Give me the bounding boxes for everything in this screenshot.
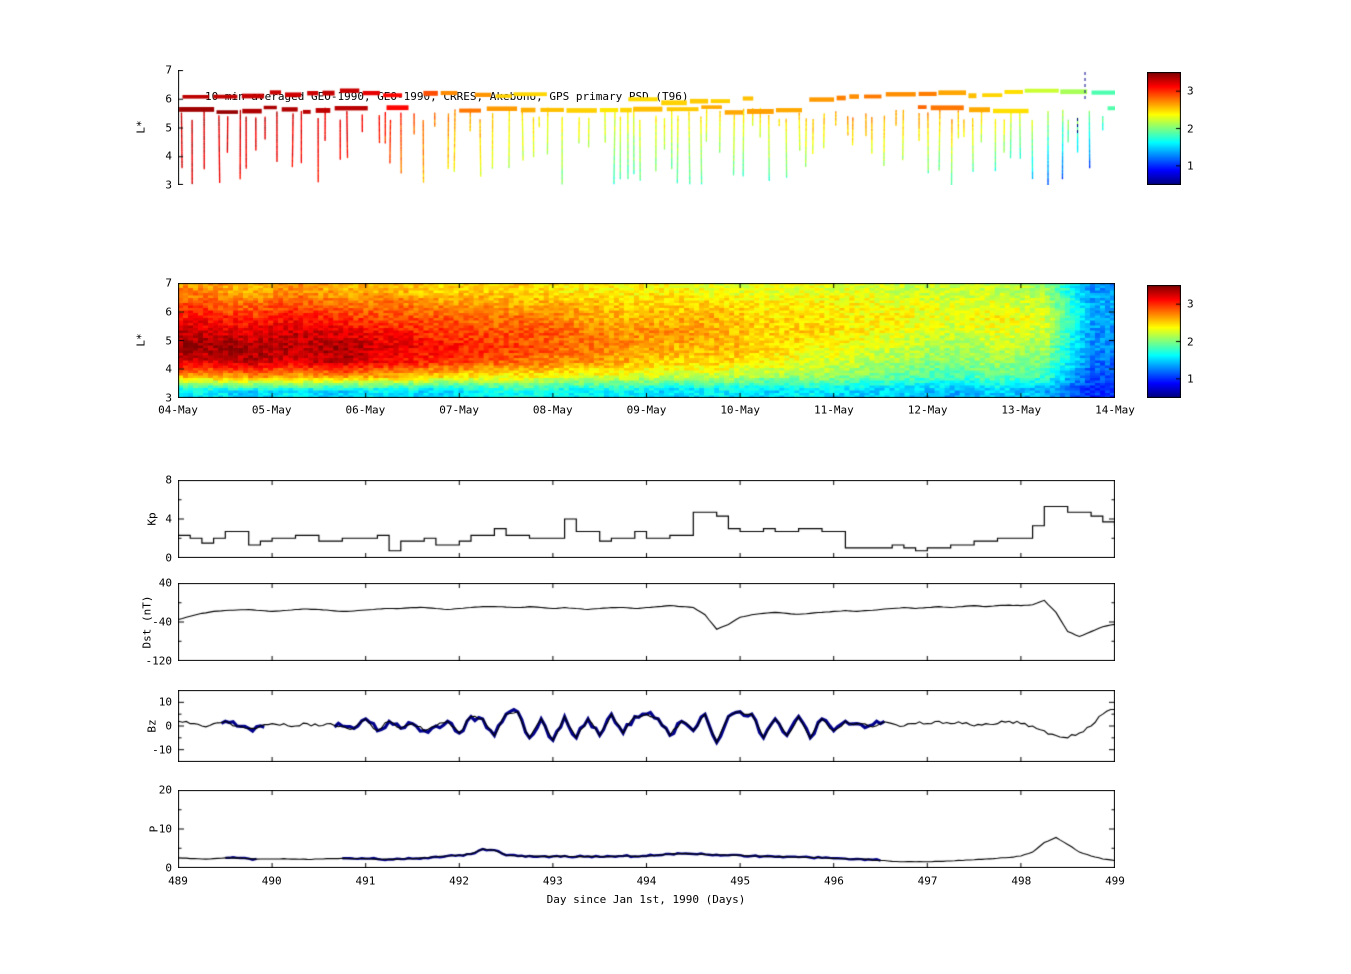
tick-label: 09-May [626, 403, 667, 417]
tick-label: 6 [165, 305, 172, 319]
tick-label: 7 [165, 276, 172, 290]
tick-label: 4 [165, 149, 172, 163]
tick-label: 1 [1187, 372, 1194, 386]
tick-label: -120 [145, 654, 173, 668]
tick-label: 2 [1187, 335, 1194, 348]
colorbar-top [1147, 72, 1181, 185]
tick-label: 4 [165, 512, 172, 526]
tick-label: 0 [165, 719, 172, 733]
tick-label: 499 [1105, 874, 1125, 888]
tick-label: 04-May [158, 403, 198, 417]
tick-label: 0 [165, 861, 172, 875]
tick-label: 05-May [251, 403, 292, 417]
tick-label: 12-May [907, 403, 948, 417]
ylabel-psd-map: L* [134, 333, 148, 347]
colorbar-bottom [1147, 285, 1181, 398]
tick-label: -10 [152, 743, 172, 757]
tick-label: 10 [158, 695, 172, 709]
tick-label: 20 [158, 783, 172, 797]
tick-label: 08-May [532, 403, 573, 417]
tick-label: 3 [1187, 297, 1194, 311]
dst-panel-canvas [178, 583, 1115, 661]
tick-label: 2 [1187, 122, 1194, 135]
ylabel-bz: Bz [145, 719, 159, 733]
kp-panel-canvas [178, 480, 1115, 558]
tick-label: 06-May [345, 403, 386, 417]
tick-label: 496 [823, 874, 844, 888]
tick-label: 07-May [439, 403, 479, 417]
tick-label: 5 [165, 121, 172, 134]
tick-label: 3 [165, 391, 172, 405]
x-axis-label: Day since Jan 1st, 1990 (Days) [546, 893, 746, 906]
tick-label: 492 [449, 874, 470, 888]
tick-label: 11-May [814, 403, 854, 417]
tick-label: 13-May [1001, 403, 1042, 417]
bz-panel-canvas [178, 690, 1115, 762]
tick-label: 1 [1187, 159, 1194, 173]
psd-map-canvas [178, 283, 1115, 398]
tick-label: 495 [730, 874, 751, 888]
psd-tracks-canvas [178, 70, 1115, 185]
tick-label: 494 [636, 874, 657, 888]
tick-label: 6 [165, 92, 172, 106]
tick-label: 14-May [1095, 403, 1135, 417]
tick-label: 491 [355, 874, 376, 888]
ylabel-kp: Kp [145, 512, 159, 526]
tick-label: 497 [917, 874, 938, 888]
tick-label: 8 [165, 473, 172, 487]
p-panel-canvas [178, 790, 1115, 868]
tick-label: 3 [1187, 84, 1194, 98]
tick-label: 10 [158, 822, 172, 836]
tick-label: 4 [165, 362, 172, 376]
tick-label: 490 [261, 874, 282, 888]
tick-label: 493 [542, 874, 563, 888]
ylabel-psd-tracks: L* [134, 120, 148, 134]
tick-label: 498 [1011, 874, 1032, 888]
tick-label: 10-May [720, 403, 761, 417]
tick-label: 5 [165, 334, 172, 347]
tick-label: 7 [165, 63, 172, 77]
tick-label: 40 [158, 576, 172, 590]
tick-label: 3 [165, 178, 172, 192]
tick-label: -40 [152, 615, 172, 629]
tick-label: 489 [168, 874, 188, 888]
tick-label: 0 [165, 551, 172, 565]
